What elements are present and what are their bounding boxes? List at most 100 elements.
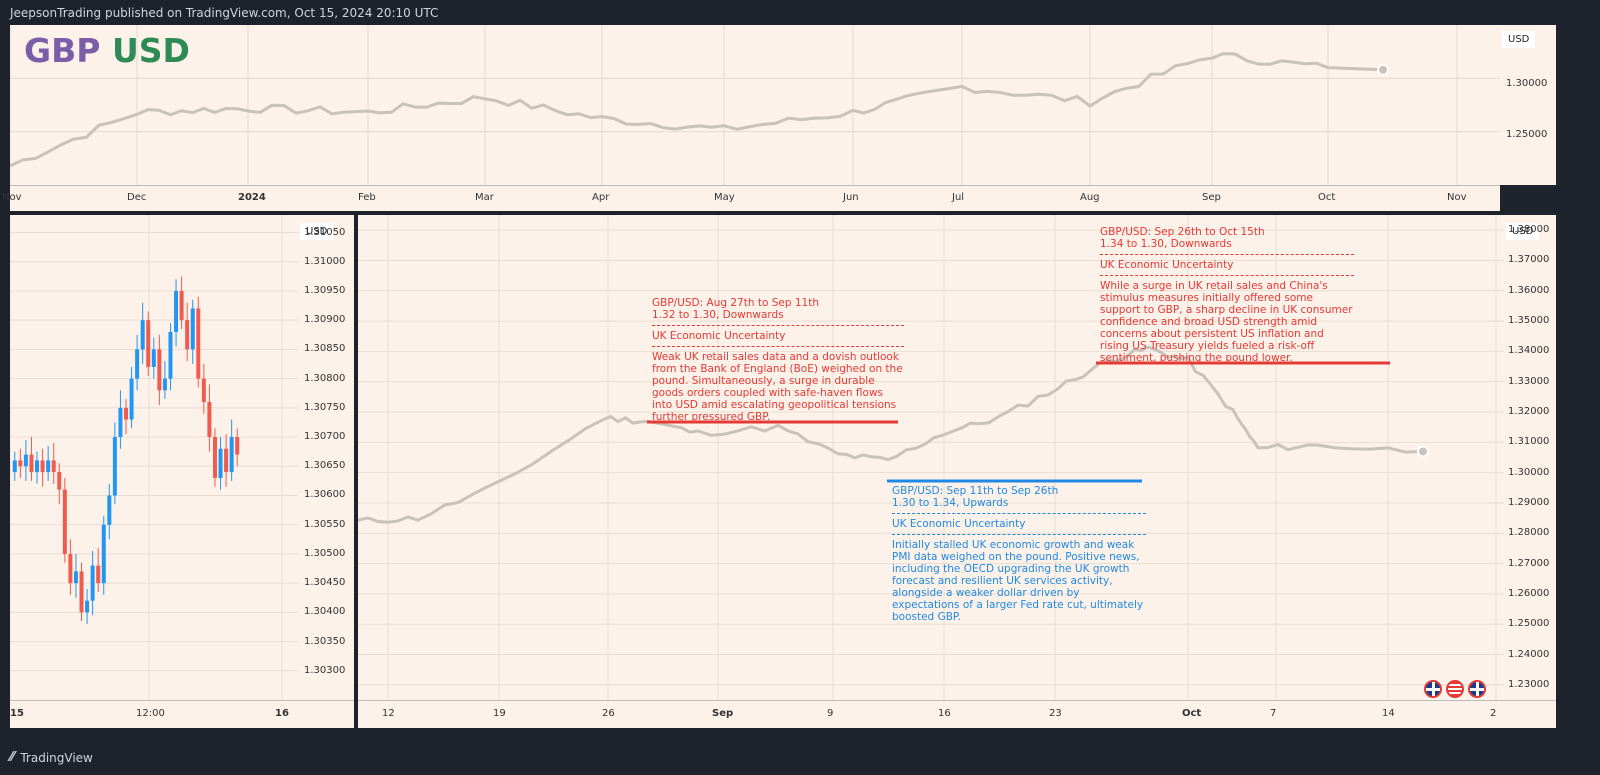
intraday-price-axis[interactable]: USD 1.31050 1.31000 1.30950 1.30900 1.30850 1… — [298, 215, 354, 700]
intraday-time-axis[interactable]: 15 12:00 16 — [10, 700, 354, 728]
main-y-tick: 1.29000 — [1508, 496, 1550, 508]
candle-body — [40, 460, 45, 473]
annotation-divider — [892, 534, 1146, 535]
annotation-sep26-oct15: GBP/USD: Sep 26th to Oct 15th 1.34 to 1.… — [1100, 226, 1354, 364]
tradingview-logo-icon: ⁄⁄ — [10, 750, 15, 765]
intraday-y-tick: 1.30450 — [304, 577, 346, 589]
top-x-tick: Sep — [1202, 192, 1221, 203]
annotation-divider — [652, 346, 904, 347]
intraday-y-tick: 1.30400 — [304, 606, 346, 618]
main-y-tick: 1.37000 — [1508, 254, 1550, 266]
main-y-tick: 1.26000 — [1508, 587, 1550, 599]
candle-body — [140, 320, 145, 350]
intraday-chart-pane[interactable] — [10, 215, 298, 700]
candle-body — [29, 454, 34, 473]
top-x-tick: Feb — [358, 192, 376, 203]
top-price-axis[interactable]: USD 1.30000 1.25000 — [1500, 25, 1556, 185]
candle-body — [90, 565, 95, 601]
annotation-title: GBP/USD: Aug 27th to Sep 11th — [652, 297, 819, 309]
top-currency-label[interactable]: USD — [1502, 31, 1536, 48]
price-line — [358, 345, 1424, 524]
main-chart-svg — [358, 215, 1504, 700]
intraday-y-tick: 1.31050 — [304, 226, 346, 238]
main-time-axis[interactable]: 12 19 26 Sep 9 16 23 Oct 7 14 2 — [358, 700, 1556, 728]
top-y-tick: 1.30000 — [1506, 78, 1548, 89]
main-x-tick: 9 — [827, 708, 834, 719]
annotation-body: While a surge in UK retail sales and Chi… — [1100, 280, 1353, 364]
intraday-y-tick: 1.30750 — [304, 401, 346, 413]
candle-body — [129, 378, 134, 420]
candle-body — [12, 460, 17, 473]
annotation-range: 1.32 to 1.30, Downwards — [652, 309, 784, 321]
last-price-dot — [1377, 63, 1389, 76]
top-chart-pane[interactable]: GBP USD — [10, 25, 1500, 185]
main-x-tick: 14 — [1382, 708, 1395, 719]
main-x-tick: Oct — [1182, 708, 1202, 719]
top-time-axis[interactable]: Nov Dec 2024 Feb Mar Apr May Jun Jul Aug Sep Oct Nov — [2, 185, 1500, 211]
candle-body — [18, 460, 23, 467]
annotation-aug27-sep11: GBP/USD: Aug 27th to Sep 11th 1.32 to 1.… — [652, 297, 904, 423]
top-x-tick: Mar — [475, 192, 494, 203]
intraday-y-tick: 1.30500 — [304, 547, 346, 559]
candle-body — [96, 565, 101, 584]
us-flag-icon[interactable] — [1446, 680, 1464, 698]
top-x-tick: Jul — [952, 192, 965, 203]
last-price-dot — [1417, 445, 1429, 458]
candle-body — [146, 320, 151, 367]
event-flags[interactable] — [1424, 680, 1486, 698]
main-y-tick: 1.28000 — [1508, 527, 1550, 539]
candle-body — [85, 600, 90, 613]
candle-body — [168, 331, 173, 379]
candle-body — [207, 401, 212, 438]
main-price-axis[interactable]: USD 1.38000 1.37000 1.36000 1.35000 1.34000 1… — [1504, 215, 1556, 700]
main-x-tick: 23 — [1049, 708, 1062, 719]
uk-flag-icon[interactable] — [1424, 680, 1442, 698]
top-x-tick: Dec — [127, 192, 147, 203]
candle-body — [57, 472, 62, 490]
intraday-y-tick: 1.30600 — [304, 489, 346, 501]
top-chart-svg — [10, 25, 1500, 185]
pair-title: GBP USD — [24, 31, 190, 70]
candle-body — [79, 571, 84, 613]
candle-body — [179, 290, 184, 321]
top-x-tick: 2024 — [238, 192, 266, 203]
candle-body — [124, 407, 128, 420]
intraday-y-tick: 1.30350 — [304, 635, 346, 647]
candle-body — [68, 553, 73, 584]
uk-flag-icon[interactable] — [1468, 680, 1486, 698]
candle-body — [101, 524, 106, 584]
candle-body — [174, 290, 179, 332]
top-x-tick: May — [714, 192, 735, 203]
intraday-y-tick: 1.30300 — [304, 664, 346, 676]
annotation-sep11-sep26: GBP/USD: Sep 11th to Sep 26th 1.30 to 1.… — [892, 485, 1146, 623]
annotation-topic: UK Economic Uncertainty — [892, 518, 1026, 530]
top-x-tick: Aug — [1080, 192, 1100, 203]
intraday-y-tick: 1.30950 — [304, 284, 346, 296]
top-x-tick: Jun — [843, 192, 859, 203]
main-currency-label[interactable]: USD — [1506, 223, 1540, 240]
intraday-y-tick: 1.30550 — [304, 518, 346, 530]
annotation-body: Weak UK retail sales data and a dovish o… — [652, 351, 903, 423]
main-y-tick: 1.31000 — [1508, 436, 1550, 448]
annotation-title: GBP/USD: Sep 11th to Sep 26th — [892, 485, 1059, 497]
main-y-tick: 1.34000 — [1508, 345, 1550, 357]
candle-body — [162, 378, 167, 391]
top-x-tick: Apr — [592, 192, 610, 203]
main-x-tick: Sep — [712, 708, 734, 719]
main-x-tick: 7 — [1270, 708, 1277, 719]
intraday-y-tick: 1.30700 — [304, 431, 346, 443]
title-gbp: GBP — [24, 31, 101, 70]
main-y-tick: 1.30000 — [1508, 466, 1550, 478]
main-chart-pane[interactable]: GBP/USD: Aug 27th to Sep 11th 1.32 to 1.… — [358, 215, 1504, 700]
intraday-currency-label[interactable]: USD — [300, 223, 334, 240]
candle-body — [135, 349, 140, 379]
candle-body — [62, 489, 67, 554]
main-x-tick: 2 — [1490, 708, 1497, 719]
candle-body — [112, 437, 117, 496]
tradingview-footer[interactable]: ⁄⁄ TradingView — [10, 750, 93, 765]
candle-body — [218, 448, 223, 478]
main-x-tick: 26 — [602, 708, 615, 719]
annotation-body: Initially stalled UK economic growth and… — [892, 539, 1144, 623]
title-usd: USD — [111, 31, 190, 70]
candle-body — [151, 349, 156, 367]
